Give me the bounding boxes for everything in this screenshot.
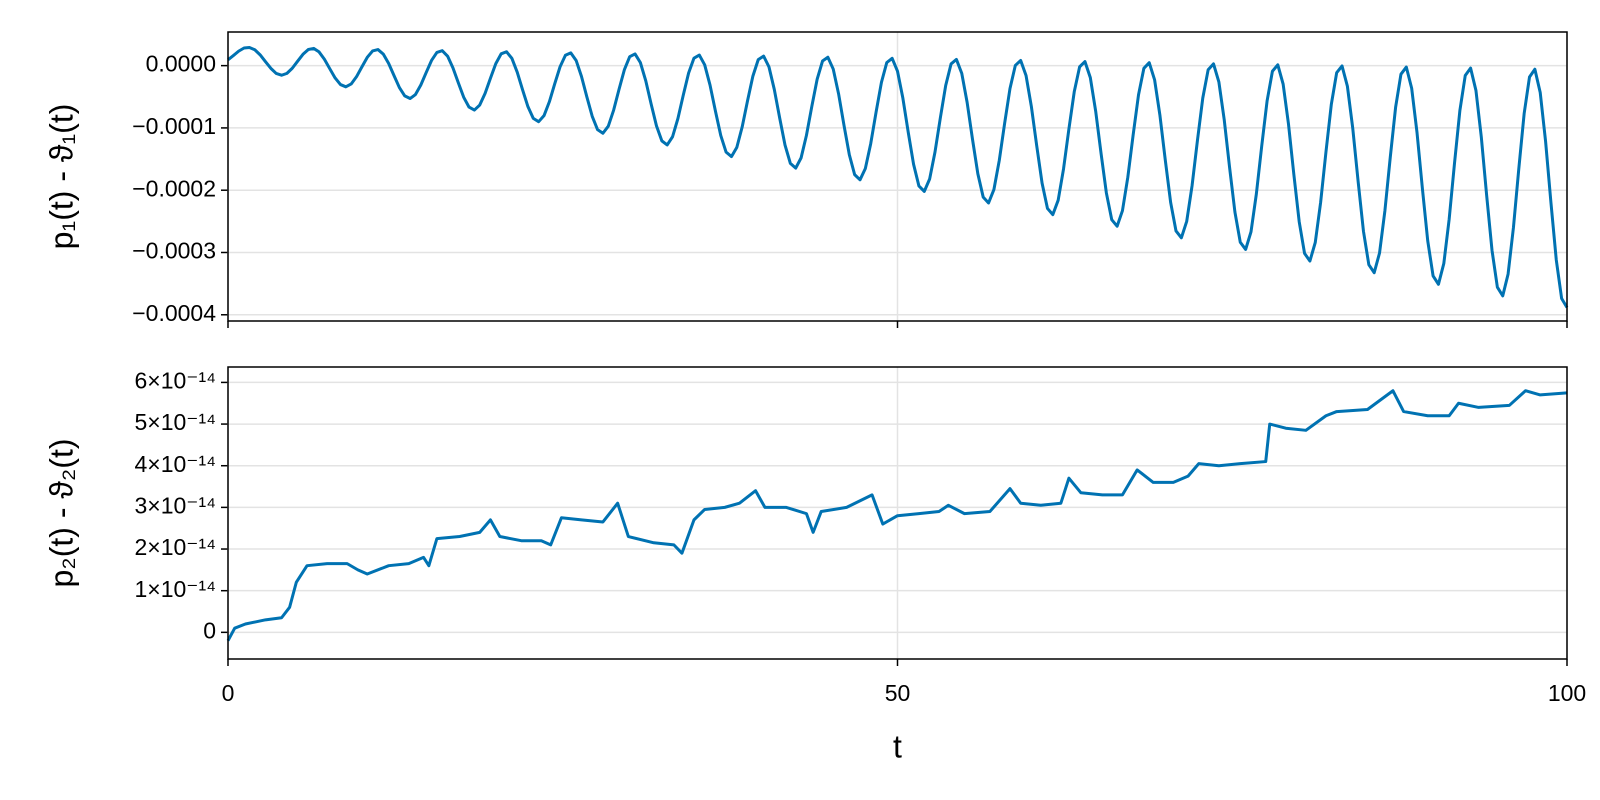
y-tick-label: 1×10⁻¹⁴ (135, 576, 217, 602)
y-tick-label: 6×10⁻¹⁴ (135, 367, 217, 393)
y-tick-label: 0 (203, 617, 216, 643)
y-tick-label: 0.0000 (146, 51, 216, 77)
y-axis-label: p₂(t) - ϑ₂(t) (43, 439, 79, 588)
y-tick-label: −0.0001 (132, 113, 216, 139)
x-axis-label: t (893, 728, 902, 764)
y-tick-label: 5×10⁻¹⁴ (135, 409, 217, 435)
y-tick-label: −0.0004 (132, 300, 216, 326)
data-line (227, 45, 1569, 309)
y-tick-label: 3×10⁻¹⁴ (135, 492, 217, 518)
y-tick-label: 4×10⁻¹⁴ (135, 451, 217, 477)
data-line (226, 389, 1568, 642)
y-axis-label: p₁(t) - ϑ₁(t) (43, 104, 79, 250)
x-tick-label: 0 (222, 680, 235, 706)
x-tick-label: 100 (1548, 680, 1586, 706)
y-tick-label: −0.0002 (132, 175, 216, 201)
y-tick-label: −0.0003 (132, 238, 216, 264)
plot-frame (227, 366, 1568, 660)
x-tick-label: 50 (885, 680, 911, 706)
y-tick-label: 2×10⁻¹⁴ (135, 534, 217, 560)
plot-frame (227, 31, 1568, 322)
